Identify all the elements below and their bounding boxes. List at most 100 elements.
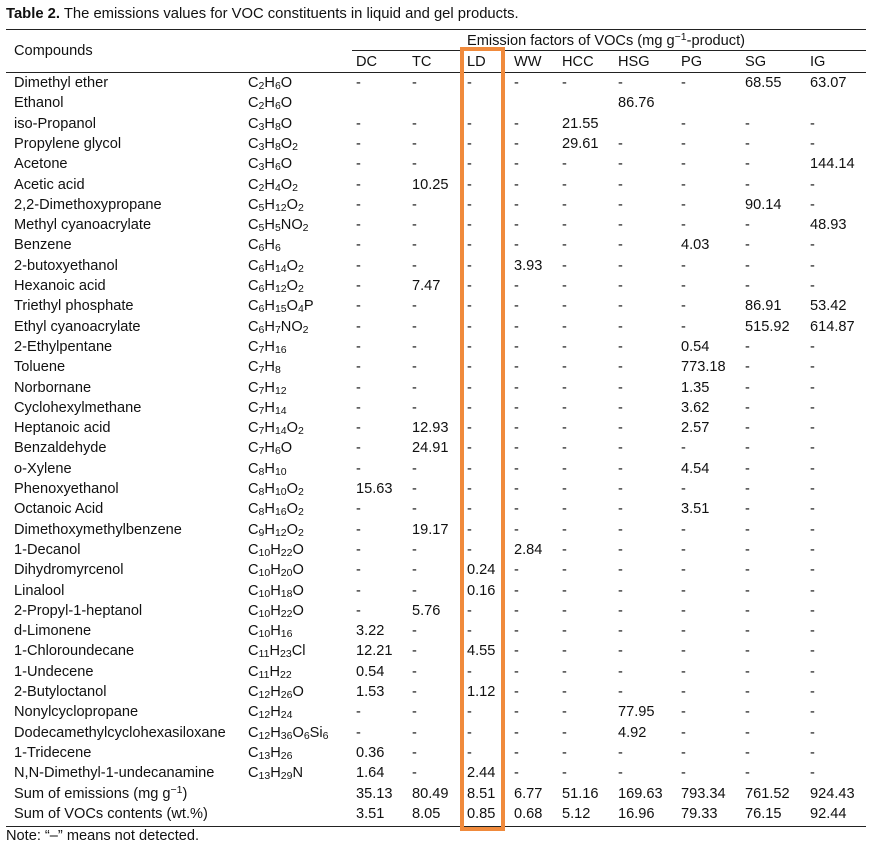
column-header-hsg: HSG — [618, 54, 650, 70]
value-hsg: - — [618, 217, 623, 234]
value-ww: - — [514, 318, 519, 335]
column-header-tc: TC — [412, 54, 432, 70]
compound-name: Ethyl cyanoacrylate — [14, 318, 141, 335]
compound-name: iso-Propanol — [14, 115, 96, 132]
value-hcc: - — [562, 298, 567, 315]
sum-emissions-ig: 924.43 — [810, 785, 855, 802]
compound-name: Octanoic Acid — [14, 501, 104, 518]
value-ld: - — [467, 156, 472, 173]
value-tc: - — [412, 338, 417, 355]
value-tc: - — [412, 744, 417, 761]
compound-name: Linalool — [14, 582, 65, 599]
sum-emissions-tc: 80.49 — [412, 785, 449, 802]
value-tc: - — [412, 115, 417, 132]
value-ww: - — [514, 602, 519, 619]
value-ld: - — [467, 217, 472, 234]
compound-name: 2-Butyloctanol — [14, 684, 107, 700]
sum-emissions-label: Sum of emissions (mg g−1) — [14, 783, 188, 802]
value-tc: 10.25 — [412, 176, 449, 193]
value-tc: - — [412, 663, 417, 680]
value-ld: - — [467, 440, 472, 457]
compound-name: 1-Decanol — [14, 541, 81, 558]
value-ww: 2.84 — [514, 541, 543, 558]
compound-formula: C7H16 — [248, 338, 287, 356]
value-pg: - — [681, 196, 686, 213]
value-hsg: - — [618, 440, 623, 457]
compound-name: Hexanoic acid — [14, 278, 106, 294]
value-ig: - — [810, 663, 815, 680]
value-hsg: - — [618, 156, 623, 173]
value-ld: - — [467, 460, 472, 477]
value-hsg: - — [618, 460, 623, 477]
value-ig: - — [810, 176, 815, 193]
compound-formula: C9H12O2 — [248, 521, 304, 539]
header-rule — [6, 72, 866, 73]
value-dc: - — [356, 541, 361, 558]
value-ld: - — [467, 257, 472, 274]
value-ig: - — [810, 460, 815, 477]
value-dc: 12.21 — [356, 643, 393, 660]
sum-emissions-sg: 761.52 — [745, 785, 790, 802]
sum-emissions-pg: 793.34 — [681, 785, 726, 802]
value-ww: - — [514, 75, 519, 91]
value-dc: - — [356, 156, 361, 173]
value-dc: - — [356, 257, 361, 274]
value-ww: - — [514, 460, 519, 477]
value-ww: - — [514, 135, 519, 152]
value-ig: - — [810, 196, 815, 213]
value-ld: 1.12 — [467, 684, 496, 700]
value-tc: - — [412, 298, 417, 315]
value-hcc: - — [562, 440, 567, 457]
value-hsg: - — [618, 562, 623, 579]
value-hsg: - — [618, 684, 623, 700]
value-ww: - — [514, 684, 519, 700]
value-pg: 1.35 — [681, 379, 710, 396]
value-hcc: - — [562, 582, 567, 599]
value-ig: - — [810, 399, 815, 416]
value-ww: - — [514, 623, 519, 640]
value-ww: - — [514, 562, 519, 579]
value-sg: - — [745, 420, 750, 437]
compound-formula: C10H18O — [248, 582, 304, 600]
sum-emissions-hsg: 169.63 — [618, 785, 663, 802]
value-ig: - — [810, 237, 815, 254]
compound-name: 2,2-Dimethoxypropane — [14, 196, 162, 213]
value-pg: - — [681, 156, 686, 173]
value-pg: - — [681, 257, 686, 274]
value-hsg: - — [618, 501, 623, 518]
table-note: Note: “–” means not detected. — [6, 828, 200, 844]
value-hcc: 29.61 — [562, 135, 599, 152]
value-ww: - — [514, 481, 519, 497]
value-ww: - — [514, 440, 519, 457]
value-ww: - — [514, 501, 519, 518]
compound-formula: C7H14 — [248, 399, 287, 417]
value-sg: - — [745, 379, 750, 396]
value-hsg: 77.95 — [618, 704, 655, 721]
caption-text: The emissions values for VOC constituent… — [60, 6, 519, 22]
value-dc: - — [356, 379, 361, 396]
value-sg: 90.14 — [745, 196, 782, 213]
value-sg: - — [745, 440, 750, 457]
compound-formula: C10H22O — [248, 541, 304, 559]
value-hcc: - — [562, 420, 567, 437]
value-sg: - — [745, 602, 750, 619]
value-dc: - — [356, 724, 361, 741]
value-ld: - — [467, 338, 472, 355]
sum-contents-ld: 0.85 — [467, 805, 496, 822]
value-hcc: - — [562, 765, 567, 782]
compound-name: N,N-Dimethyl-1-undecanamine — [14, 765, 215, 782]
value-ww: - — [514, 379, 519, 396]
value-tc: 12.93 — [412, 420, 449, 437]
value-sg: - — [745, 765, 750, 782]
value-hsg: - — [618, 582, 623, 599]
value-pg: - — [681, 765, 686, 782]
bottom-rule — [6, 826, 866, 827]
value-hsg: - — [618, 318, 623, 335]
value-dc: 1.53 — [356, 684, 385, 700]
value-pg: - — [681, 440, 686, 457]
value-tc: - — [412, 257, 417, 274]
compound-formula: C2H6O — [248, 95, 293, 113]
value-tc: 19.17 — [412, 521, 449, 538]
compound-formula: C6H6 — [248, 237, 281, 255]
value-dc: - — [356, 521, 361, 538]
